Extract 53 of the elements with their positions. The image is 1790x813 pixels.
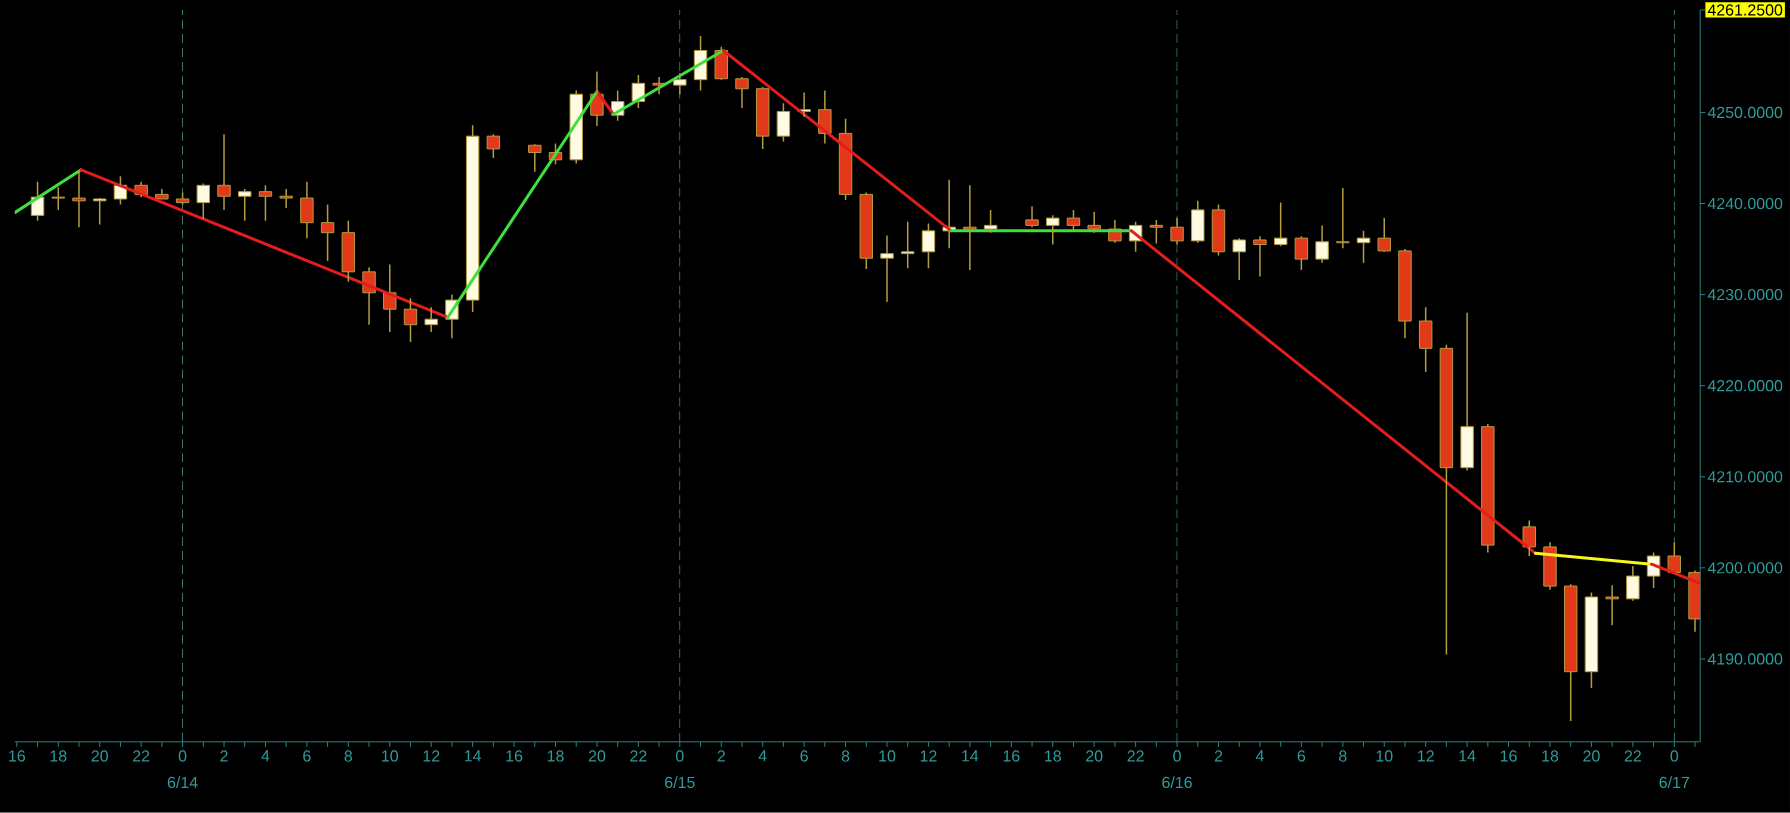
y-tick-label: 4230.0000 xyxy=(1707,289,1783,301)
x-tick-label: 20 xyxy=(1583,750,1600,762)
x-tick-label: 22 xyxy=(133,750,150,762)
x-tick-label: 22 xyxy=(1127,750,1144,762)
x-tick-label: 22 xyxy=(630,750,647,762)
x-tick-label: 6 xyxy=(1297,750,1306,762)
x-tick-label: 18 xyxy=(1045,750,1061,762)
x-tick-label: 20 xyxy=(91,750,108,762)
x-tick-label: 18 xyxy=(547,750,564,762)
x-tick-label: 6 xyxy=(800,750,808,762)
x-tick-label: 12 xyxy=(423,750,440,762)
x-tick-label: 16 xyxy=(506,750,523,762)
y-tick-label: 4240.0000 xyxy=(1707,198,1783,210)
y-tick-label: 4210.0000 xyxy=(1707,471,1783,483)
x-tick-label: 16 xyxy=(1003,750,1020,762)
x-tick-label: 4 xyxy=(1255,750,1264,762)
x-tick-label: 20 xyxy=(1086,750,1103,762)
x-tick-label: 8 xyxy=(1339,750,1347,762)
x-tick-label: 0 xyxy=(1173,750,1181,762)
x-tick-label: 12 xyxy=(920,750,937,762)
x-tick-label: 14 xyxy=(1459,750,1476,762)
x-tick-label: 6 xyxy=(303,750,311,762)
x2-tick-label: 6/15 xyxy=(665,776,695,789)
x-tick-label: 14 xyxy=(962,750,979,762)
x-tick-label: 18 xyxy=(50,750,67,762)
x-tick-label: 2 xyxy=(220,750,228,762)
x-tick-label: 14 xyxy=(464,750,482,762)
x-tick-label: 20 xyxy=(588,750,606,762)
x-tick-label: 0 xyxy=(178,750,187,762)
x-tick-label: 12 xyxy=(1418,750,1434,762)
x-tick-label: 0 xyxy=(676,750,684,762)
x-tick-label: 2 xyxy=(717,750,725,762)
x-tick-label: 8 xyxy=(344,750,353,762)
x-tick-label: 8 xyxy=(841,750,850,762)
x2-tick-label: 6/14 xyxy=(167,776,198,789)
x-tick-label: 10 xyxy=(1376,750,1393,762)
y-tick-label: 4200.0000 xyxy=(1707,562,1783,574)
y-tick-label: 4190.0000 xyxy=(1707,653,1783,665)
x-tick-label: 16 xyxy=(1500,750,1517,762)
x-tick-label: 4 xyxy=(261,750,270,762)
x2-tick-label: 6/17 xyxy=(1659,776,1690,789)
x-tick-label: 10 xyxy=(382,750,399,762)
x2-tick-label: 6/16 xyxy=(1162,776,1192,789)
x-tick-label: 16 xyxy=(9,750,25,762)
y-tick-label: 4220.0000 xyxy=(1707,380,1783,392)
x-tick-label: 2 xyxy=(1214,750,1223,762)
x-tick-label: 0 xyxy=(1670,750,1679,762)
x-tick-label: 18 xyxy=(1542,750,1559,762)
y-tick-label: 4250.0000 xyxy=(1707,106,1783,119)
x-tick-label: 22 xyxy=(1624,750,1641,762)
x-tick-label: 4 xyxy=(758,750,767,762)
x-tick-label: 10 xyxy=(879,750,896,762)
y-tick-label: 4261.2500 xyxy=(1707,4,1783,16)
